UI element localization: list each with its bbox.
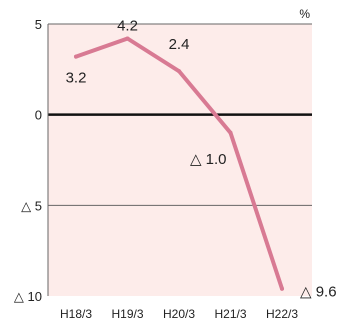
data-label: △ 9.6: [300, 284, 337, 301]
x-tick-label: H22/3: [266, 307, 298, 321]
labels: 3.2 4.2 2.4 △ 1.0 △ 9.6: [66, 18, 337, 301]
gridlines: [48, 23, 312, 206]
series: [74, 36, 284, 291]
data-point: [125, 36, 130, 41]
data-label: 4.2: [117, 18, 138, 35]
data-point: [177, 69, 181, 74]
y-tick-label: 0: [35, 108, 42, 123]
data-point: [280, 286, 284, 291]
axes: 5 0 △ 5 △ 10 H18/3 H19/3 H20/3 H21/3 H22/3: [14, 17, 298, 321]
data-label: △ 1.0: [190, 151, 227, 168]
y-tick-label: △ 5: [21, 198, 42, 213]
y-tick-label: △ 10: [14, 289, 42, 304]
x-tick-label: H19/3: [111, 307, 143, 321]
x-tick-label: H18/3: [60, 307, 92, 321]
x-tick-label: H21/3: [214, 307, 246, 321]
data-point: [228, 130, 233, 135]
unit-label: %: [299, 7, 310, 21]
data-label: 3.2: [66, 70, 87, 87]
data-point: [74, 54, 78, 59]
y-tick-label: 5: [35, 17, 42, 32]
x-tick-label: H20/3: [163, 307, 195, 321]
data-label: 2.4: [169, 36, 190, 53]
